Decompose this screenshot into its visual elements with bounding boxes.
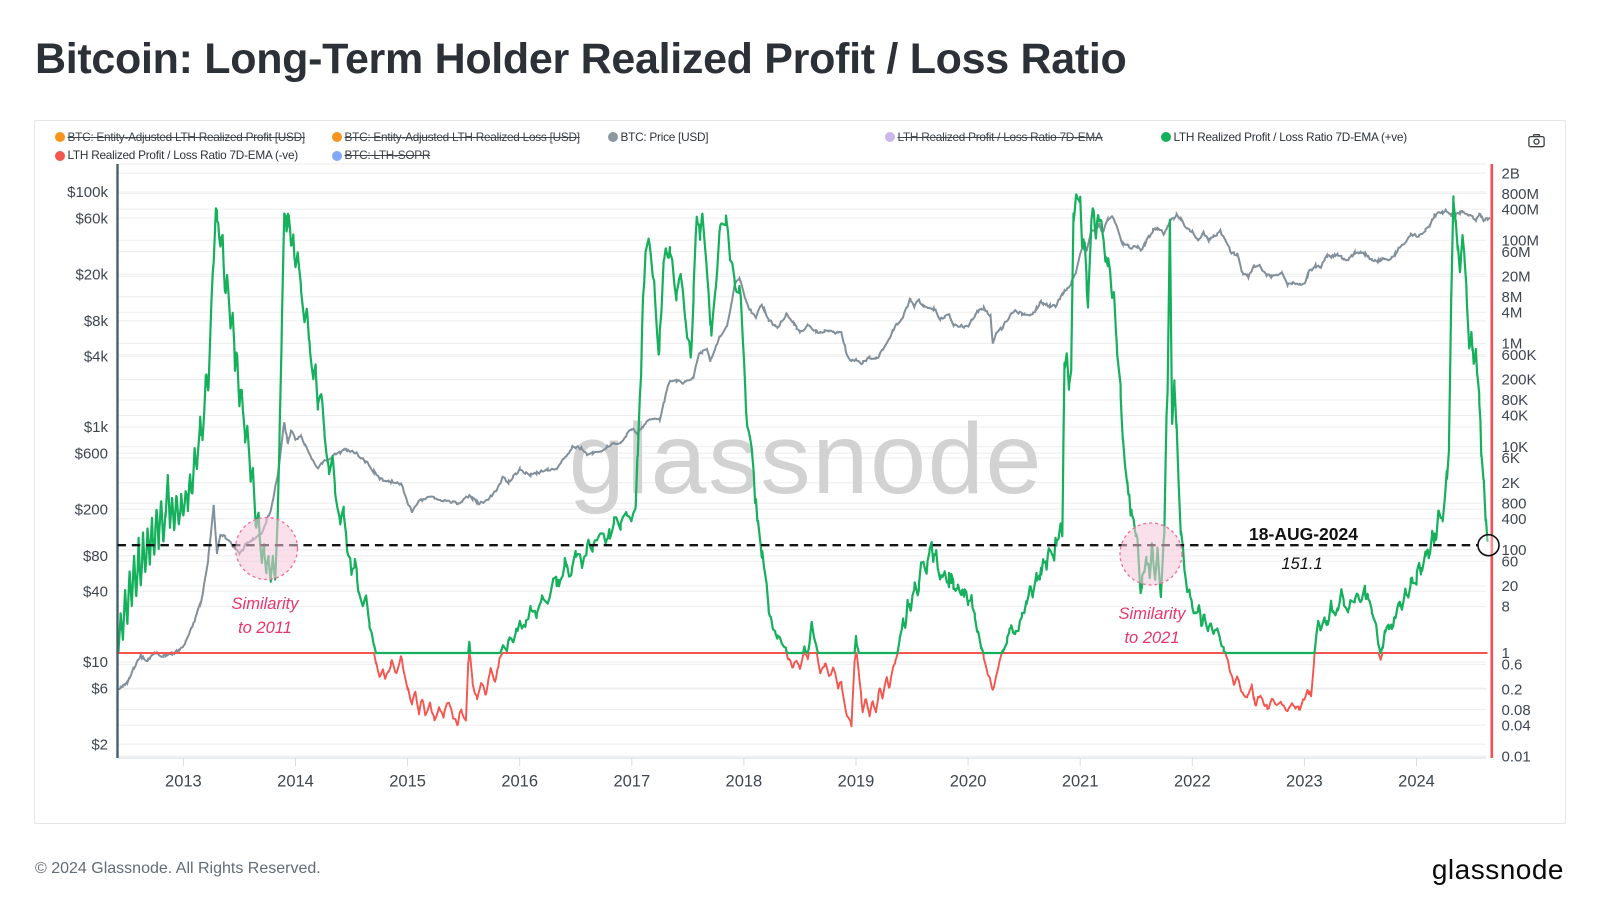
svg-text:$60k: $60k — [75, 210, 108, 227]
svg-text:2017: 2017 — [613, 773, 650, 791]
svg-text:2020: 2020 — [950, 773, 987, 791]
svg-text:Similarity: Similarity — [1119, 605, 1188, 623]
svg-text:400M: 400M — [1502, 201, 1540, 218]
svg-text:Similarity: Similarity — [232, 595, 301, 613]
svg-text:1M: 1M — [1502, 336, 1523, 353]
svg-text:18-AUG-2024: 18-AUG-2024 — [1249, 524, 1358, 544]
svg-text:8: 8 — [1502, 599, 1510, 616]
svg-text:$20k: $20k — [75, 266, 108, 283]
svg-text:60: 60 — [1502, 553, 1519, 570]
svg-text:151.1: 151.1 — [1281, 555, 1322, 573]
svg-text:$200: $200 — [75, 501, 108, 518]
svg-text:4M: 4M — [1502, 305, 1523, 322]
svg-text:20: 20 — [1502, 578, 1519, 595]
svg-text:20M: 20M — [1502, 269, 1531, 286]
svg-text:600K: 600K — [1502, 347, 1537, 364]
svg-text:$10: $10 — [83, 654, 108, 671]
svg-text:$6: $6 — [91, 680, 108, 697]
svg-text:40K: 40K — [1502, 408, 1529, 425]
svg-text:800M: 800M — [1502, 186, 1540, 203]
svg-text:$80: $80 — [83, 548, 108, 565]
svg-text:2023: 2023 — [1286, 773, 1323, 791]
svg-text:2B: 2B — [1502, 165, 1520, 182]
svg-text:0.01: 0.01 — [1502, 748, 1531, 765]
svg-text:2K: 2K — [1502, 475, 1520, 492]
svg-text:2019: 2019 — [838, 773, 875, 791]
svg-text:10K: 10K — [1502, 439, 1529, 456]
svg-text:6K: 6K — [1502, 450, 1520, 467]
svg-text:$100k: $100k — [67, 184, 108, 201]
svg-text:$40: $40 — [83, 584, 108, 601]
svg-text:400: 400 — [1502, 511, 1527, 528]
svg-text:2022: 2022 — [1174, 773, 1211, 791]
svg-text:to 2011: to 2011 — [238, 619, 292, 637]
svg-text:80K: 80K — [1502, 392, 1529, 409]
svg-text:0.6: 0.6 — [1502, 657, 1523, 674]
svg-text:to 2021: to 2021 — [1124, 629, 1179, 647]
svg-text:1: 1 — [1502, 645, 1510, 662]
svg-text:2016: 2016 — [501, 773, 538, 791]
svg-text:2015: 2015 — [389, 773, 426, 791]
svg-text:$2: $2 — [91, 736, 108, 753]
svg-text:800: 800 — [1502, 495, 1527, 512]
svg-text:200K: 200K — [1502, 372, 1537, 389]
svg-text:$4k: $4k — [84, 349, 109, 366]
svg-text:100: 100 — [1502, 542, 1527, 559]
svg-text:2014: 2014 — [277, 773, 314, 791]
svg-text:0.08: 0.08 — [1502, 702, 1531, 719]
svg-text:$1k: $1k — [84, 419, 109, 436]
svg-text:0.2: 0.2 — [1502, 681, 1523, 698]
svg-text:100M: 100M — [1502, 232, 1540, 249]
svg-text:8M: 8M — [1502, 289, 1523, 306]
svg-text:2018: 2018 — [726, 773, 763, 791]
svg-text:60M: 60M — [1502, 244, 1531, 261]
svg-text:2024: 2024 — [1398, 773, 1435, 791]
svg-text:2021: 2021 — [1062, 773, 1099, 791]
svg-text:2013: 2013 — [165, 773, 202, 791]
svg-text:0.04: 0.04 — [1502, 717, 1531, 734]
svg-text:$600: $600 — [75, 445, 108, 462]
svg-text:$8k: $8k — [84, 313, 109, 330]
